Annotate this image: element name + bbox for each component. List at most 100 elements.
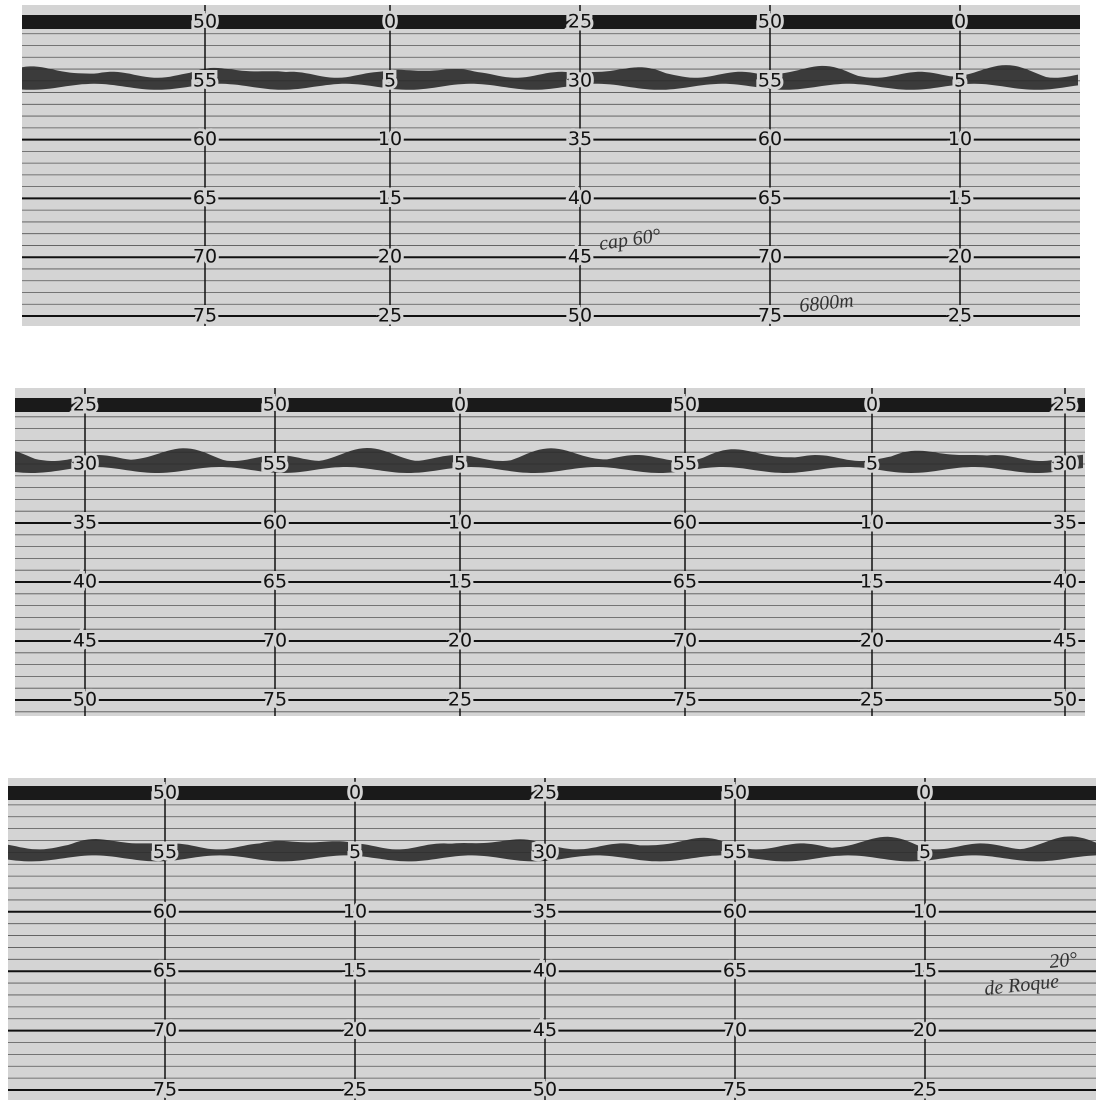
depth-label: 75 (263, 689, 287, 711)
depth-label: 35 (73, 512, 97, 534)
depth-label: 20 (860, 630, 884, 652)
depth-label: 15 (860, 571, 884, 593)
depth-label: 50 (193, 11, 217, 33)
depth-label: 20 (378, 246, 402, 268)
depth-label: 15 (378, 187, 402, 209)
depth-label: 25 (948, 305, 972, 327)
depth-label: 25 (913, 1079, 937, 1100)
depth-label: 5 (454, 453, 466, 475)
depth-label: 75 (193, 305, 217, 327)
depth-label: 70 (758, 246, 782, 268)
depth-label: 0 (954, 11, 966, 33)
depth-label: 45 (1053, 630, 1077, 652)
echogram-strip: 5055606570750510152025253035404550505560… (22, 5, 1080, 330)
depth-label: 55 (673, 453, 697, 475)
depth-label: 15 (448, 571, 472, 593)
depth-label: 65 (263, 571, 287, 593)
depth-label: 45 (73, 630, 97, 652)
depth-label: 0 (919, 782, 931, 804)
top-band (22, 15, 1080, 29)
depth-label: 10 (343, 900, 367, 922)
depth-label: 70 (153, 1019, 177, 1041)
echogram-strip: 5055606570750510152025253035404550505560… (8, 778, 1096, 1100)
depth-label: 50 (723, 782, 747, 804)
echo-trace (22, 65, 1078, 90)
depth-label: 30 (568, 69, 592, 91)
depth-label: 0 (384, 11, 396, 33)
depth-label: 75 (673, 689, 697, 711)
depth-label: 65 (193, 187, 217, 209)
depth-label: 25 (343, 1079, 367, 1100)
depth-label: 15 (948, 187, 972, 209)
depth-label: 65 (758, 187, 782, 209)
depth-label: 0 (454, 394, 466, 416)
depth-label: 15 (343, 960, 367, 982)
depth-label: 25 (533, 782, 557, 804)
depth-label: 25 (73, 394, 97, 416)
depth-label: 10 (860, 512, 884, 534)
depth-label: 55 (758, 69, 782, 91)
depth-label: 10 (378, 128, 402, 150)
paper (22, 5, 1080, 326)
depth-label: 50 (153, 782, 177, 804)
depth-label: 55 (193, 69, 217, 91)
depth-label: 50 (758, 11, 782, 33)
depth-label: 50 (73, 689, 97, 711)
depth-label: 5 (919, 841, 931, 863)
depth-label: 25 (860, 689, 884, 711)
depth-label: 40 (1053, 571, 1077, 593)
depth-label: 25 (1053, 394, 1077, 416)
echo-trace (15, 448, 1083, 473)
depth-label: 20 (913, 1019, 937, 1041)
depth-label: 25 (378, 305, 402, 327)
depth-label: 25 (568, 11, 592, 33)
depth-label: 70 (263, 630, 287, 652)
depth-label: 65 (153, 960, 177, 982)
depth-label: 40 (568, 187, 592, 209)
depth-label: 45 (533, 1019, 557, 1041)
depth-label: 70 (673, 630, 697, 652)
top-band (8, 786, 1096, 800)
depth-label: 30 (1053, 453, 1077, 475)
depth-label: 25 (448, 689, 472, 711)
depth-label: 55 (153, 841, 177, 863)
depth-label: 5 (349, 841, 361, 863)
depth-label: 65 (723, 960, 747, 982)
depth-label: 35 (533, 900, 557, 922)
depth-label: 20 (448, 630, 472, 652)
depth-label: 10 (913, 900, 937, 922)
depth-label: 20 (948, 246, 972, 268)
depth-label: 20 (343, 1019, 367, 1041)
depth-label: 35 (568, 128, 592, 150)
depth-label: 50 (533, 1079, 557, 1100)
depth-label: 60 (673, 512, 697, 534)
depth-label: 0 (349, 782, 361, 804)
depth-label: 60 (723, 900, 747, 922)
depth-label: 70 (723, 1019, 747, 1041)
depth-label: 10 (948, 128, 972, 150)
depth-label: 60 (263, 512, 287, 534)
paper (8, 778, 1096, 1100)
depth-label: 45 (568, 246, 592, 268)
depth-label: 5 (866, 453, 878, 475)
depth-label: 70 (193, 246, 217, 268)
depth-label: 75 (723, 1079, 747, 1100)
depth-label: 60 (758, 128, 782, 150)
depth-label: 55 (263, 453, 287, 475)
depth-label: 5 (384, 69, 396, 91)
depth-label: 55 (723, 841, 747, 863)
depth-label: 15 (913, 960, 937, 982)
echo-trace (8, 836, 1096, 862)
depth-label: 65 (673, 571, 697, 593)
top-band (15, 398, 1085, 412)
paper (15, 388, 1085, 716)
depth-label: 30 (73, 453, 97, 475)
depth-label: 50 (673, 394, 697, 416)
depth-label: 50 (1053, 689, 1077, 711)
depth-label: 40 (73, 571, 97, 593)
depth-label: 10 (448, 512, 472, 534)
depth-label: 40 (533, 960, 557, 982)
depth-label: 30 (533, 841, 557, 863)
depth-label: 0 (866, 394, 878, 416)
depth-label: 5 (954, 69, 966, 91)
